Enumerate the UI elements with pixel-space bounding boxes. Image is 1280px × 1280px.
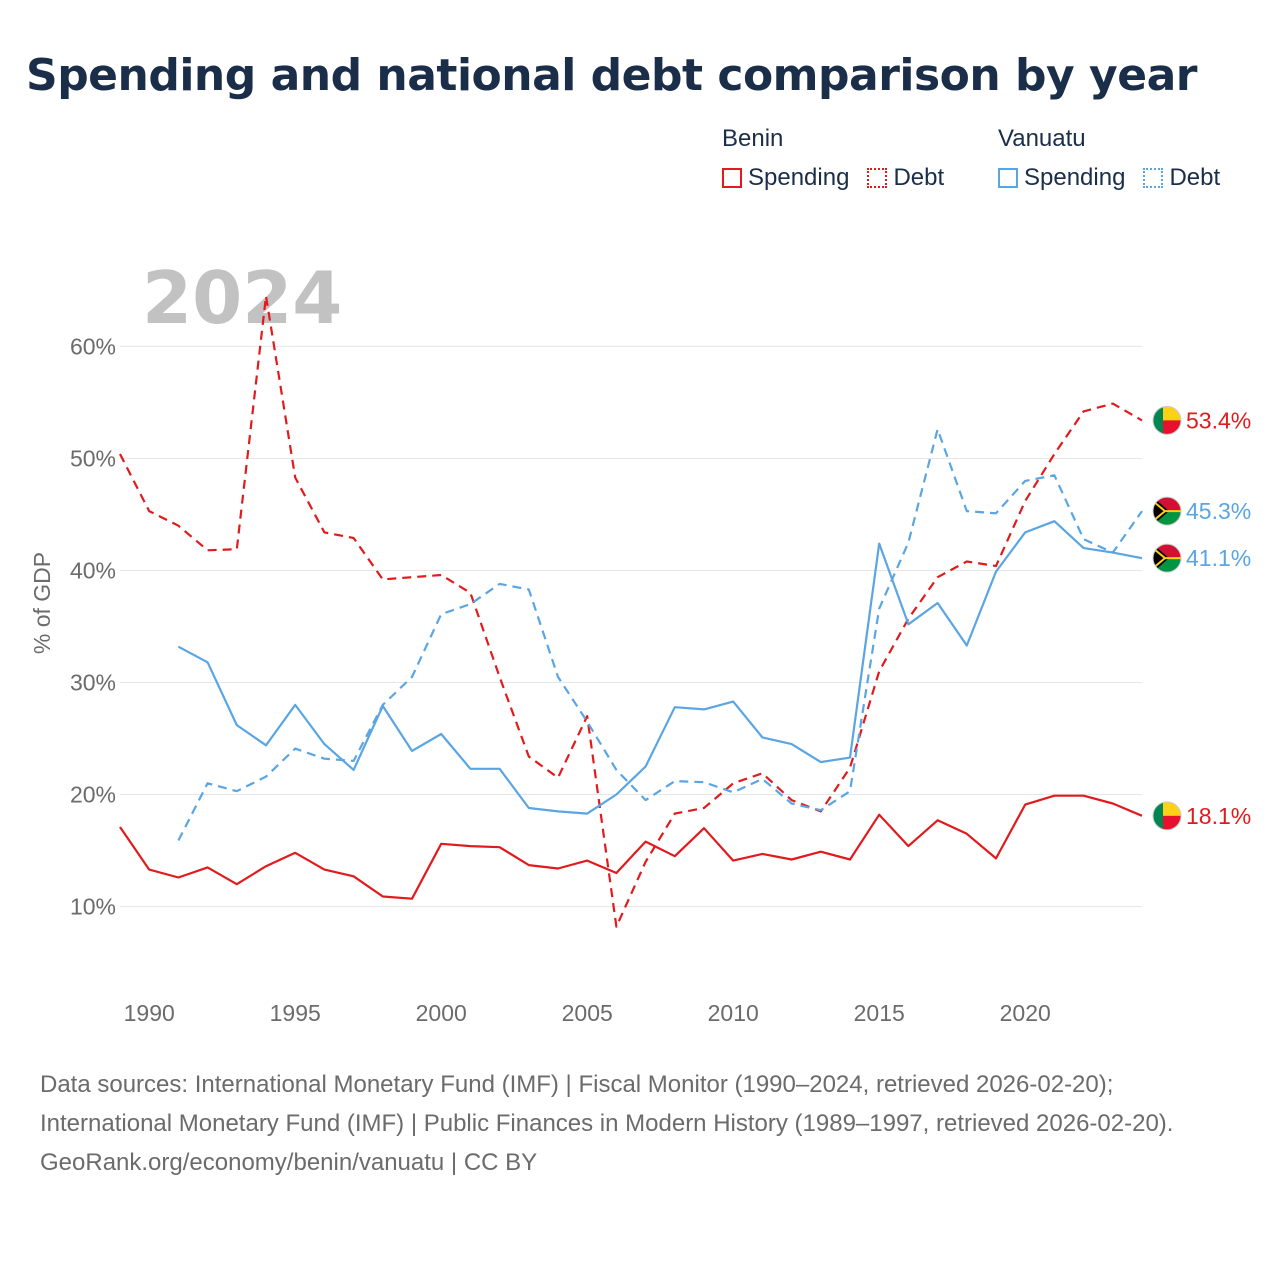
legend-label: Debt [893,164,945,191]
end-value-label: 53.4% [1186,407,1251,433]
legend-benin: Benin Spending Debt [722,122,944,192]
legend-swatch-dotted [1143,168,1164,188]
legend-swatch-solid [722,168,742,188]
legend-item-benin-spending[interactable]: Spending [722,164,849,192]
legend-item-vanuatu-spending[interactable]: Spending [998,164,1125,192]
legend-swatch-dotted [867,168,888,188]
x-tick-label: 2000 [416,1000,467,1026]
y-tick-label: 30% [70,670,116,696]
y-tick-label: 50% [70,445,116,471]
vanuatu-flag-icon [1152,543,1182,573]
x-tick-label: 2020 [1000,1000,1051,1026]
legend-label: Debt [1169,164,1221,191]
legend-label: Spending [748,164,850,191]
series-line-benin-spending [119,794,1143,900]
legend-country-benin: Benin [722,125,784,152]
end-value-label: 18.1% [1186,803,1251,829]
x-tick-label: 2010 [708,1000,759,1026]
y-tick-label: 40% [70,557,116,583]
chart-title: Spending and national debt comparison by… [26,50,1197,101]
y-tick-label: 10% [70,894,116,920]
x-tick-label: 2015 [854,1000,905,1026]
legend-country-vanuatu: Vanuatu [998,125,1086,152]
end-value-label: 45.3% [1186,498,1251,524]
series-line-vanuatu-debt [177,428,1143,842]
x-tick-label: 1990 [124,1000,175,1026]
data-sources: Data sources: International Monetary Fun… [40,1071,1174,1137]
end-value-label: 41.1% [1186,545,1251,571]
y-tick-label: 20% [70,782,116,808]
legend-item-benin-debt[interactable]: Debt [867,164,944,192]
legend-vanuatu: Vanuatu Spending Debt [998,122,1220,192]
benin-flag-icon [1152,801,1182,831]
footer: Data sources: International Monetary Fun… [40,1065,1240,1182]
x-tick-label: 2005 [562,1000,613,1026]
line-chart: 2024 10% 20% 30% 40% 50% 60% 1990 1995 2000 2005 20… [29,256,1251,1026]
credit-link[interactable]: GeoRank.org/economy/benin/vanuatu | CC B… [40,1149,538,1176]
series-line-benin-debt [119,294,1143,928]
legend-label: Spending [1024,164,1126,191]
vanuatu-flag-icon [1152,496,1182,526]
legend-swatch-solid [998,168,1018,188]
year-watermark: 2024 [142,256,342,340]
y-tick-label: 60% [70,333,116,359]
benin-flag-icon [1152,405,1182,435]
y-axis-label: % of GDP [29,552,55,654]
legend-item-vanuatu-debt[interactable]: Debt [1143,164,1220,192]
series-line-vanuatu-spending [177,520,1143,815]
x-tick-label: 1995 [270,1000,321,1026]
